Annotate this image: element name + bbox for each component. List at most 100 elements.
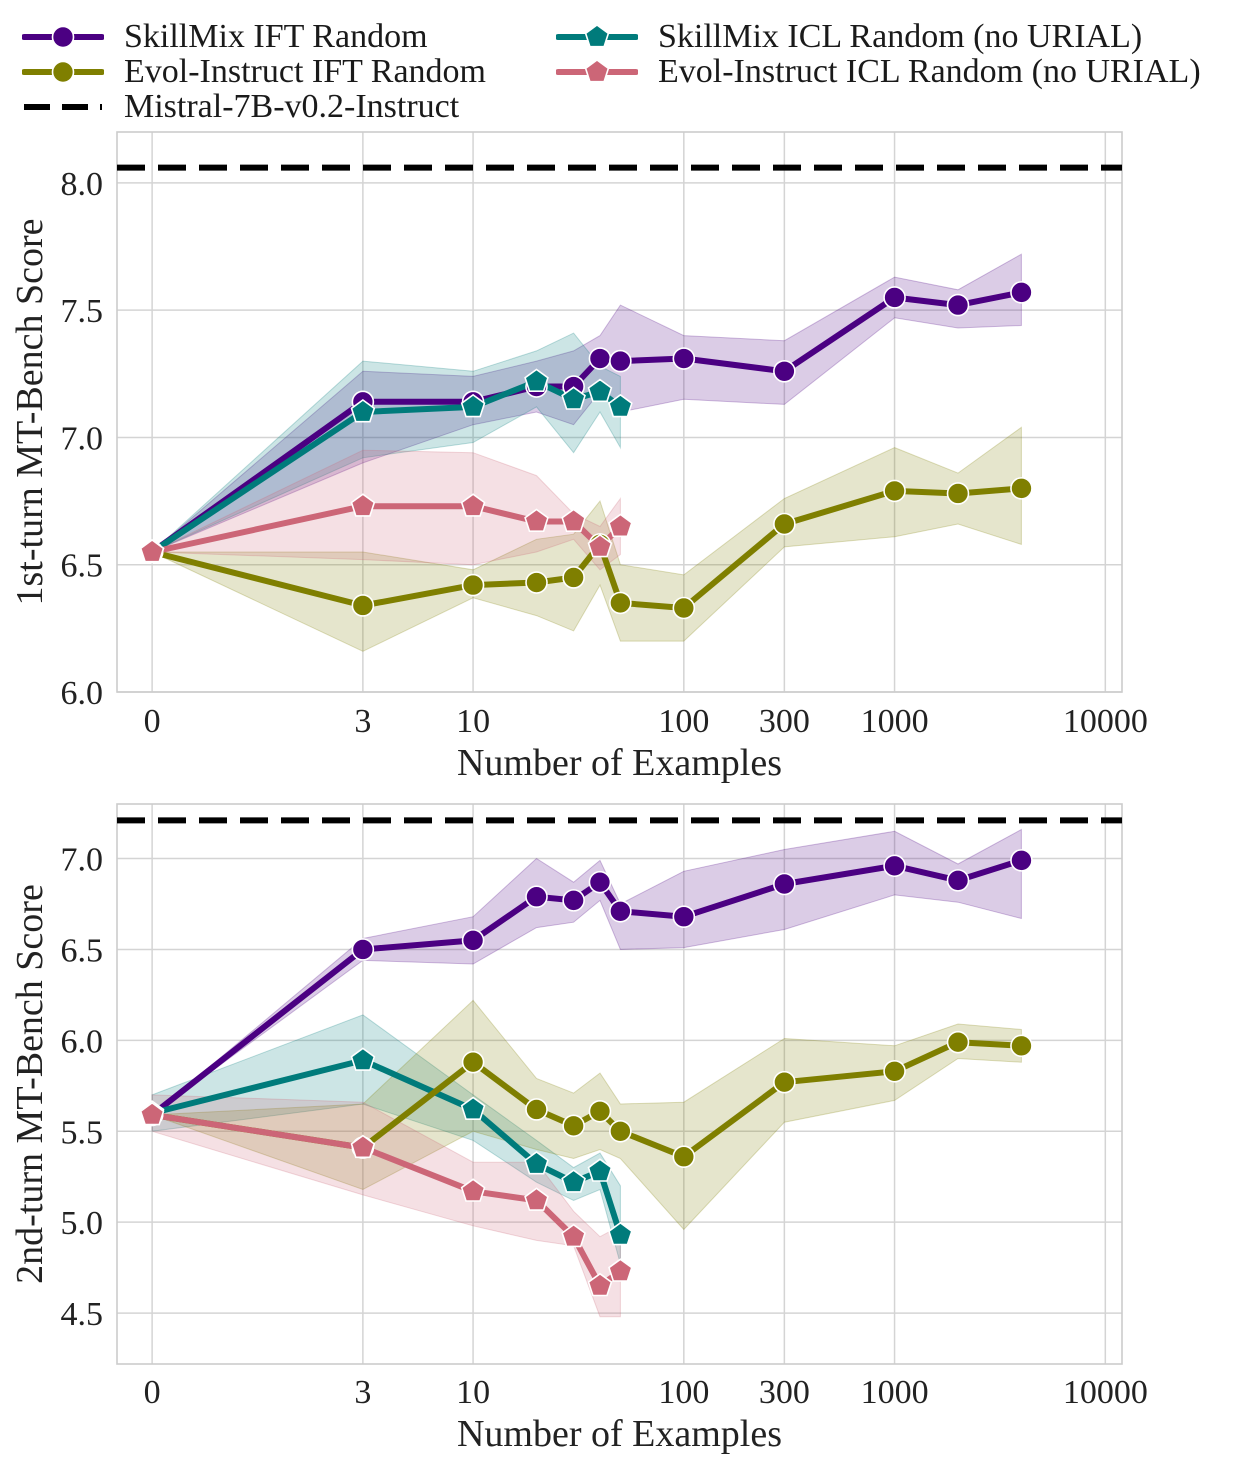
data-point (524, 1187, 549, 1211)
data-point (672, 1145, 696, 1169)
data-point (587, 1272, 613, 1297)
confidence-band-series-4 (151, 1094, 621, 1318)
data-point (524, 508, 549, 533)
legend-dashed-line-icon (24, 104, 102, 110)
y-tick-label: 4.5 (61, 1296, 104, 1333)
data-point (773, 872, 796, 896)
x-axis-title: Number of Examples (457, 1413, 782, 1455)
y-tick-label: 7.5 (61, 293, 104, 330)
data-point (139, 539, 165, 563)
data-point (1010, 1034, 1033, 1058)
data-point (561, 1223, 586, 1248)
series-line-3 (149, 1039, 1025, 1160)
data-point (608, 1258, 633, 1282)
legend-marker (584, 59, 610, 83)
x-tick-label: 10 (456, 1374, 490, 1411)
y-axis-title: 2nd-turn MT-Bench Score (9, 884, 51, 1284)
legend-marker-circle-icon (22, 60, 104, 84)
data-point (460, 1096, 486, 1120)
data-point (946, 482, 970, 505)
data-point (561, 386, 586, 410)
chart-panel-2: 0 3 10 100 300 1000 10000 4.5 5.0 5.5 6.0 6.5 7.0 Num… (9, 803, 1148, 1455)
x-tick-label: 10000 (1063, 1374, 1148, 1411)
y-tick-label: 7.0 (61, 842, 104, 879)
data-point (608, 513, 633, 538)
data-point (609, 899, 632, 923)
data-point (773, 1070, 796, 1094)
y-tick-label: 8.0 (61, 166, 104, 203)
data-point (461, 573, 485, 597)
data-point (588, 347, 612, 370)
data-point (350, 493, 376, 517)
data-point (609, 1119, 632, 1143)
x-tick-label: 3 (354, 1374, 371, 1411)
y-tick-label: 5.5 (61, 1114, 104, 1151)
data-point (350, 1047, 376, 1071)
data-point (672, 905, 696, 929)
y-tick-label: 6.0 (61, 1023, 104, 1060)
x-tick-label: 1000 (861, 1374, 929, 1411)
legend-marker-pentagon-icon (556, 59, 638, 83)
data-point (1010, 477, 1033, 500)
confidence-band-series-1 (151, 828, 1022, 1116)
legend: SkillMix IFT Random Evol-Instruct IFT Ra… (0, 0, 1236, 130)
data-point (351, 594, 375, 617)
legend-marker (51, 60, 75, 84)
x-tick-label: 100 (658, 1374, 709, 1411)
x-tick-label: 0 (144, 703, 161, 740)
legend-item-evol-icl: Evol-Instruct ICL Random (no URIAL) (556, 53, 1201, 90)
x-tick-label: 0 (144, 1374, 161, 1411)
data-point (561, 508, 586, 533)
data-point (587, 378, 613, 403)
x-axis-title: Number of Examples (457, 742, 782, 784)
data-point (587, 1158, 613, 1182)
x-tick-label: 300 (759, 1374, 810, 1411)
data-point (883, 479, 906, 503)
data-point (946, 1030, 970, 1054)
data-point (946, 293, 970, 317)
data-point (883, 854, 906, 878)
data-point (525, 885, 548, 909)
data-point (460, 493, 486, 517)
data-point (588, 1099, 612, 1123)
data-point (608, 393, 633, 418)
legend-marker-circle-icon (22, 25, 104, 49)
data-point (525, 571, 548, 594)
data-point (562, 1114, 585, 1138)
legend-label: Mistral-7B-v0.2-Instruct (124, 88, 460, 125)
data-point (773, 359, 796, 383)
data-point (672, 596, 696, 620)
data-point (587, 533, 613, 558)
data-point (562, 889, 585, 912)
x-tick-label: 10000 (1063, 703, 1148, 740)
plot-frame (116, 803, 1123, 1365)
data-point (946, 869, 970, 892)
legend-item-skillmix-ift: SkillMix IFT Random (22, 18, 428, 55)
data-point (609, 591, 632, 615)
legend-item-mistral-baseline: Mistral-7B-v0.2-Instruct (22, 88, 460, 125)
data-point (883, 1059, 906, 1083)
y-tick-label: 5.0 (61, 1205, 104, 1242)
data-point (588, 870, 612, 894)
data-point (525, 1098, 548, 1121)
y-tick-label: 6.5 (61, 932, 104, 969)
legend-marker (584, 24, 610, 48)
legend-label: Evol-Instruct IFT Random (124, 53, 486, 90)
data-point (1010, 281, 1033, 304)
data-point (350, 399, 376, 423)
legend-item-skillmix-icl: SkillMix ICL Random (no URIAL) (556, 18, 1142, 55)
data-point (139, 1101, 165, 1126)
data-point (351, 938, 375, 961)
data-point (460, 393, 486, 418)
y-axis-title: 1st-turn MT-Bench Score (9, 219, 51, 606)
data-point (561, 1169, 586, 1193)
data-point (460, 1178, 486, 1202)
data-point (609, 349, 632, 373)
data-point (524, 1151, 549, 1175)
x-tick-label: 1000 (861, 703, 929, 740)
data-point (883, 286, 906, 309)
x-tick-label: 300 (759, 703, 810, 740)
legend-marker-pentagon-icon (556, 24, 638, 48)
data-point (1010, 849, 1033, 872)
